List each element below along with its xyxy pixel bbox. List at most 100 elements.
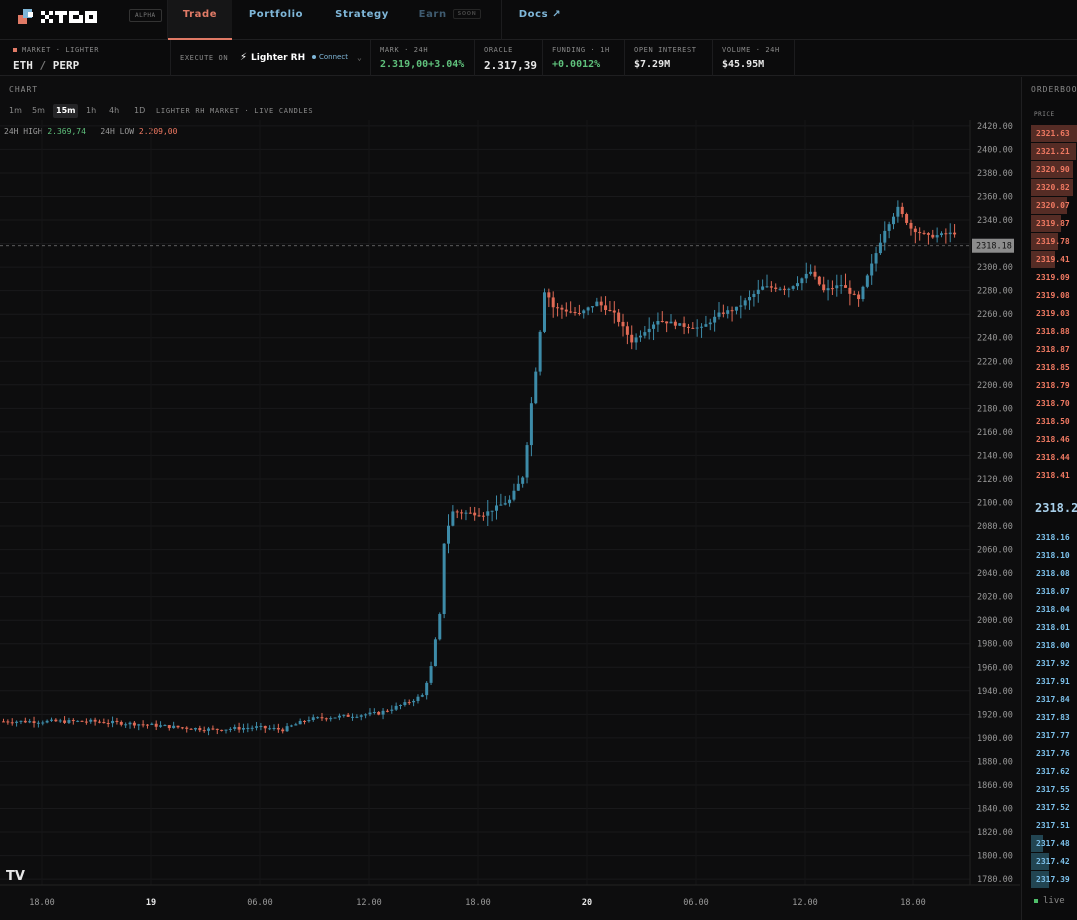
ask-row[interactable]: 2318.88 <box>1031 323 1077 340</box>
row-price: 2319.87 <box>1036 219 1070 228</box>
bid-row[interactable]: 2317.92 <box>1031 655 1077 672</box>
bid-row[interactable]: 2317.77 <box>1031 727 1077 744</box>
high-value: 2.369,74 <box>47 127 86 136</box>
bid-row[interactable]: 2317.52 <box>1031 799 1077 816</box>
timeframe-5m[interactable]: 5m <box>32 106 45 115</box>
ask-row[interactable]: 2318.46 <box>1031 431 1077 448</box>
bid-row[interactable]: 2318.04 <box>1031 601 1077 618</box>
candle-body <box>124 724 128 726</box>
ask-row[interactable]: 2318.87 <box>1031 341 1077 358</box>
candle-body <box>2 721 5 723</box>
mark-price: 2.319,00 <box>380 59 429 70</box>
ask-row[interactable]: 2321.63 <box>1031 125 1077 142</box>
bid-row[interactable]: 2317.84 <box>1031 691 1077 708</box>
timeframe-1m[interactable]: 1m <box>9 106 22 115</box>
execute-venue[interactable]: EXECUTE ON ⚡ Lighter RH Connect ⌄ <box>171 40 371 76</box>
candle-body <box>774 287 778 289</box>
ask-row[interactable]: 2320.90 <box>1031 161 1077 178</box>
candle-body <box>316 717 320 719</box>
ask-row[interactable]: 2320.07 <box>1031 197 1077 214</box>
stat-value: 2.319,00+3.04% <box>380 59 464 70</box>
bid-row[interactable]: 2318.08 <box>1031 565 1077 582</box>
candle-body <box>822 284 826 291</box>
ask-row[interactable]: 2318.79 <box>1031 377 1077 394</box>
row-price: 2317.48 <box>1036 839 1070 848</box>
timeframe-1d[interactable]: 1D <box>134 106 146 115</box>
ask-row[interactable]: 2321.21 <box>1031 143 1077 160</box>
ask-row[interactable]: 2318.85 <box>1031 359 1077 376</box>
bid-row[interactable]: 2318.10 <box>1031 547 1077 564</box>
timeframe-15m[interactable]: 15m <box>53 104 79 118</box>
bid-row[interactable]: 2317.39 <box>1031 871 1077 888</box>
ask-row[interactable]: 2319.09 <box>1031 269 1077 286</box>
row-price: 2317.39 <box>1036 875 1070 884</box>
ask-row[interactable]: 2318.50 <box>1031 413 1077 430</box>
candle-body <box>438 614 442 640</box>
candle-body <box>538 331 542 372</box>
ask-row[interactable]: 2318.44 <box>1031 449 1077 466</box>
bid-row[interactable]: 2317.76 <box>1031 745 1077 762</box>
candle-body <box>420 695 424 697</box>
connect-button[interactable]: Connect <box>312 53 348 61</box>
tab-portfolio[interactable]: Portfolio <box>248 9 304 20</box>
candle-body <box>32 721 36 723</box>
tab-docs[interactable]: Docs ↗ <box>518 9 562 20</box>
ask-row[interactable]: 2320.82 <box>1031 179 1077 196</box>
orderbook-panel: ORDERBOOK PRICE 2321.63 2321.21 2320.90 232… <box>1021 77 1077 920</box>
bid-row[interactable]: 2317.55 <box>1031 781 1077 798</box>
bid-row[interactable]: 2318.01 <box>1031 619 1077 636</box>
ask-row[interactable]: 2319.08 <box>1031 287 1077 304</box>
candle-body <box>844 285 848 288</box>
nav-divider <box>167 0 168 40</box>
x-tick-label: 20 <box>582 898 592 908</box>
ask-row[interactable]: 2318.70 <box>1031 395 1077 412</box>
bid-row[interactable]: 2317.48 <box>1031 835 1077 852</box>
bid-row[interactable]: 2318.00 <box>1031 637 1077 654</box>
candle-body <box>830 288 834 290</box>
timeframe-1h[interactable]: 1h <box>86 106 97 115</box>
brand-logo[interactable] <box>17 5 105 29</box>
timeframe-4h[interactable]: 4h <box>109 106 120 115</box>
candle-body <box>935 235 939 238</box>
bid-row[interactable]: 2318.07 <box>1031 583 1077 600</box>
bid-row[interactable]: 2317.62 <box>1031 763 1077 780</box>
candle-body <box>944 233 948 235</box>
candle-body <box>595 301 599 307</box>
current-price-tag-text: 2318.18 <box>976 242 1012 252</box>
ask-row[interactable]: 2319.78 <box>1031 233 1077 250</box>
candle-body <box>220 729 224 731</box>
candle-body <box>433 639 437 667</box>
ask-row[interactable]: 2319.41 <box>1031 251 1077 268</box>
bid-row[interactable]: 2317.91 <box>1031 673 1077 690</box>
candle-body <box>337 715 341 718</box>
candle-body <box>115 720 119 722</box>
bid-row[interactable]: 2317.42 <box>1031 853 1077 870</box>
candle-body <box>905 214 909 223</box>
market-selector[interactable]: MARKET · LIGHTER ETH / PERP <box>0 40 171 76</box>
bid-row[interactable]: 2317.83 <box>1031 709 1077 726</box>
candle-body <box>333 717 337 719</box>
tab-earn[interactable]: Earn SOON <box>412 0 488 40</box>
tab-trade[interactable]: Trade <box>168 0 232 40</box>
bid-row[interactable]: 2318.16 <box>1031 529 1077 546</box>
y-tick-label: 1900.00 <box>977 734 1013 744</box>
candle-body <box>556 307 560 309</box>
y-tick-label: 2080.00 <box>977 522 1013 532</box>
candle-body <box>486 511 490 516</box>
candle-body <box>913 228 917 233</box>
candle-body <box>721 312 725 314</box>
ask-row[interactable]: 2319.87 <box>1031 215 1077 232</box>
ask-row[interactable]: 2318.41 <box>1031 467 1077 484</box>
candle-body <box>272 727 276 729</box>
candlestick-chart[interactable]: 2420.002400.002380.002360.002340.002320.… <box>0 120 1020 920</box>
candle-body <box>49 719 53 721</box>
y-tick-label: 2280.00 <box>977 287 1013 297</box>
chevron-down-icon[interactable]: ⌄ <box>357 53 362 62</box>
candle-body <box>145 724 149 726</box>
candle-body <box>525 445 529 478</box>
ask-row[interactable]: 2319.03 <box>1031 305 1077 322</box>
x-tick-label: 12.00 <box>792 898 818 908</box>
tab-strategy[interactable]: Strategy <box>335 9 389 20</box>
bid-row[interactable]: 2317.51 <box>1031 817 1077 834</box>
